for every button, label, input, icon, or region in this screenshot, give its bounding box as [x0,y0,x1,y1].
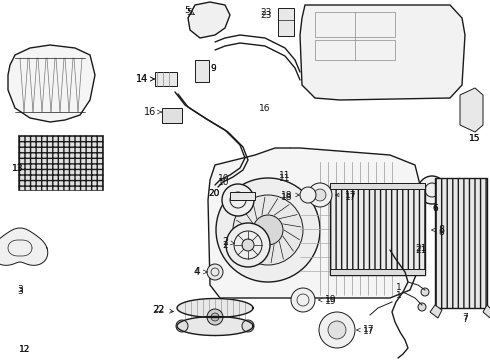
Text: 19: 19 [325,297,337,306]
Polygon shape [460,88,483,132]
Text: 17: 17 [336,190,357,199]
Circle shape [242,239,254,251]
Bar [195,60,209,82]
Text: 22: 22 [152,305,173,315]
Text: 2: 2 [222,240,228,249]
Text: 20: 20 [209,189,220,198]
Text: 5: 5 [186,8,192,17]
Bar [315,40,395,60]
Bar [18,135,103,190]
Text: 6: 6 [432,203,438,212]
Circle shape [314,189,326,201]
Text: 23: 23 [261,10,272,19]
Text: 13: 13 [12,163,24,172]
Text: 19: 19 [318,296,337,305]
Text: 16: 16 [259,104,270,113]
Text: 7: 7 [462,315,468,324]
Polygon shape [300,5,465,100]
Polygon shape [483,305,490,318]
Circle shape [222,184,254,216]
Circle shape [176,320,188,332]
Circle shape [421,288,429,296]
Circle shape [226,223,270,267]
Text: 4: 4 [194,267,207,277]
Text: 14: 14 [136,74,154,84]
Bar [330,269,425,275]
Text: 5: 5 [184,5,195,15]
Text: 15: 15 [469,134,481,143]
Text: 2: 2 [222,237,235,247]
Bar [230,192,255,200]
Circle shape [300,187,316,203]
Text: 11: 11 [279,171,291,180]
Circle shape [319,312,355,348]
Text: 13: 13 [12,163,24,172]
Text: 18: 18 [280,190,299,199]
Bar [155,72,177,86]
Polygon shape [188,2,230,38]
Text: 17: 17 [357,325,374,334]
Text: 21: 21 [415,243,426,252]
Text: 17: 17 [363,328,374,337]
Text: 17: 17 [345,193,357,202]
Bar [315,12,395,37]
Circle shape [242,320,254,332]
Text: 18: 18 [280,193,292,202]
Text: 9: 9 [210,63,216,72]
Circle shape [211,313,219,321]
Text: 11: 11 [279,174,291,183]
Circle shape [308,183,332,207]
Text: 10: 10 [218,174,229,183]
Polygon shape [177,316,253,336]
Polygon shape [8,45,95,122]
Text: 12: 12 [19,346,30,355]
Bar [162,108,182,123]
Text: 3: 3 [17,288,23,297]
Bar [330,183,425,189]
Text: 21: 21 [415,246,426,255]
Circle shape [291,288,315,312]
Text: 23: 23 [261,8,272,17]
Circle shape [207,264,223,280]
Polygon shape [0,228,48,265]
Text: 6: 6 [432,203,438,212]
Text: 8: 8 [438,228,444,237]
Circle shape [233,195,303,265]
Bar [435,178,487,308]
Circle shape [207,309,223,325]
Circle shape [216,178,320,282]
Text: 16: 16 [144,107,162,117]
Circle shape [253,215,283,245]
Text: 20: 20 [209,189,220,198]
Bar [330,185,425,275]
Text: 12: 12 [19,346,30,355]
Circle shape [418,303,426,311]
Circle shape [418,176,446,204]
Bar [278,8,294,36]
Circle shape [328,321,346,339]
Text: 22: 22 [154,306,165,315]
Text: 10: 10 [218,177,229,186]
Text: 15: 15 [469,134,481,143]
Bar [330,185,425,275]
Text: 1: 1 [396,284,402,292]
Text: 14: 14 [136,74,154,84]
Polygon shape [177,298,253,318]
Text: 1: 1 [396,291,402,300]
Polygon shape [280,148,298,170]
Bar [435,178,487,308]
Text: 7: 7 [462,314,468,323]
Polygon shape [208,148,420,298]
Polygon shape [430,305,442,318]
Polygon shape [305,151,323,173]
Text: 4: 4 [195,267,200,276]
Text: 8: 8 [432,225,444,235]
Text: 3: 3 [17,285,23,294]
Text: 9: 9 [210,63,216,72]
